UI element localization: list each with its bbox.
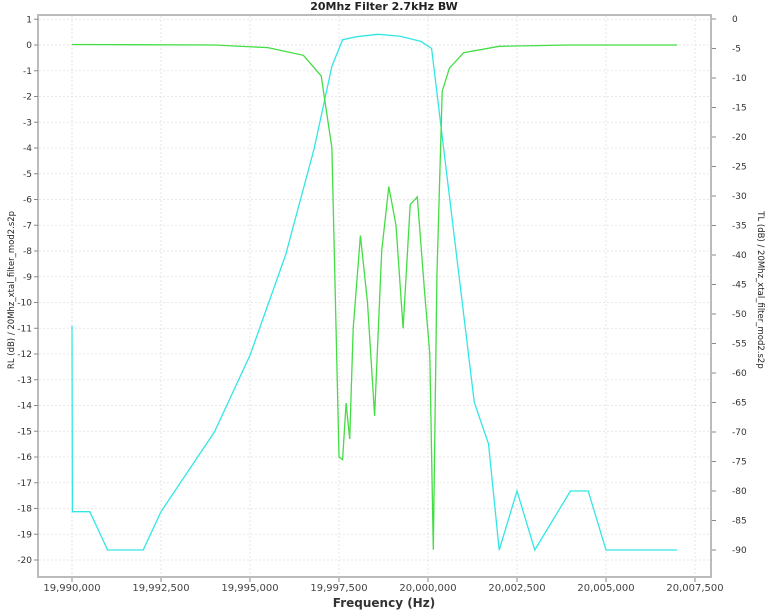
y-left-tick-label: -3 bbox=[23, 118, 32, 128]
y-left-tick-label: -7 bbox=[23, 221, 32, 231]
y-right-tick-label: -10 bbox=[732, 74, 747, 84]
x-axis: 19,990,000 19,992,500 19,995,000 19,997,500… bbox=[43, 578, 724, 594]
y-right-tick-label: -5 bbox=[732, 45, 741, 55]
y-right-tick-label: -35 bbox=[732, 222, 747, 232]
x-tick-label: 20,007,500 bbox=[666, 583, 723, 594]
x-tick-label: 19,997,500 bbox=[310, 583, 367, 594]
y-left-tick-label: -14 bbox=[17, 402, 32, 412]
x-tick-label: 19,990,000 bbox=[43, 583, 100, 594]
y-left-tick-label: -20 bbox=[17, 556, 32, 566]
y-left-tick-label: 1 bbox=[26, 15, 32, 25]
x-tick-label: 20,000,000 bbox=[399, 583, 456, 594]
x-tick-label: 20,005,000 bbox=[577, 583, 634, 594]
rl-series-line bbox=[71, 43, 678, 550]
y-left-tick-label: -1 bbox=[23, 67, 32, 77]
y-left-tick-label: -4 bbox=[23, 144, 32, 154]
y-left-axis-label: RL (dB) / 20Mhz_xtal_filter_mod2.s2p bbox=[7, 210, 17, 370]
y-right-tick-label: -85 bbox=[732, 517, 747, 527]
y-left-tick-label: -19 bbox=[17, 530, 32, 540]
y-right-tick-label: -25 bbox=[732, 163, 747, 173]
x-axis-label: Frequency (Hz) bbox=[332, 596, 436, 610]
y-right-tick-label: -30 bbox=[732, 192, 747, 202]
x-tick-label: 19,992,500 bbox=[132, 583, 189, 594]
y-right-axis-label: TL (dB) / 20Mhz_xtal_filter_mod2.s2p bbox=[755, 211, 765, 369]
y-left-tick-label: -15 bbox=[17, 427, 32, 437]
y-left-tick-label: -10 bbox=[17, 299, 32, 309]
y-right-tick-label: -40 bbox=[732, 251, 747, 261]
y-left-tick-label: -17 bbox=[17, 479, 32, 489]
y-left-tick-label: -18 bbox=[17, 505, 32, 515]
y-left-tick-label: -5 bbox=[23, 170, 32, 180]
x-tick-label: 19,995,000 bbox=[221, 583, 278, 594]
y-right-tick-label: 0 bbox=[732, 15, 738, 25]
y-right-tick-label: -45 bbox=[732, 281, 747, 291]
y-right-tick-label: -75 bbox=[732, 458, 747, 468]
y-left-tick-label: -11 bbox=[17, 324, 32, 334]
y-left-tick-label: -8 bbox=[23, 247, 32, 257]
y-right-tick-label: -70 bbox=[732, 428, 747, 438]
y-left-axis: 1 0 -1 -2 -3 -4 -5 -6 -7 -8 -9 -10 -11 -12 -13 -14 -15 -1… bbox=[17, 15, 38, 566]
y-right-tick-label: -65 bbox=[732, 399, 747, 409]
plot-frame bbox=[37, 14, 712, 578]
y-left-tick-label: -16 bbox=[17, 453, 32, 463]
y-left-tick-label: -13 bbox=[17, 376, 32, 386]
grid-lines bbox=[39, 16, 710, 576]
y-right-tick-label: -60 bbox=[732, 369, 747, 379]
y-left-tick-label: -12 bbox=[17, 350, 32, 360]
y-left-tick-label: -9 bbox=[23, 273, 32, 283]
x-tick-label: 20,002,500 bbox=[488, 583, 545, 594]
y-left-tick-label: -2 bbox=[23, 93, 32, 103]
y-right-tick-label: -15 bbox=[732, 104, 747, 114]
y-left-tick-label: -6 bbox=[23, 196, 32, 206]
y-right-tick-label: -90 bbox=[732, 546, 747, 556]
chart-title: 20Mhz Filter 2.7kHz BW bbox=[310, 0, 458, 13]
tl-series-line bbox=[71, 33, 678, 552]
y-right-tick-label: -20 bbox=[732, 133, 747, 143]
y-right-tick-label: -50 bbox=[732, 310, 747, 320]
y-left-tick-label: 0 bbox=[26, 41, 32, 51]
y-right-tick-label: -55 bbox=[732, 340, 747, 350]
y-right-tick-label: -80 bbox=[732, 487, 747, 497]
y-right-axis: 0 -5 -10 -15 -20 -25 -30 -35 -40 -45 -50 -55 -60 -65 -… bbox=[712, 15, 747, 556]
